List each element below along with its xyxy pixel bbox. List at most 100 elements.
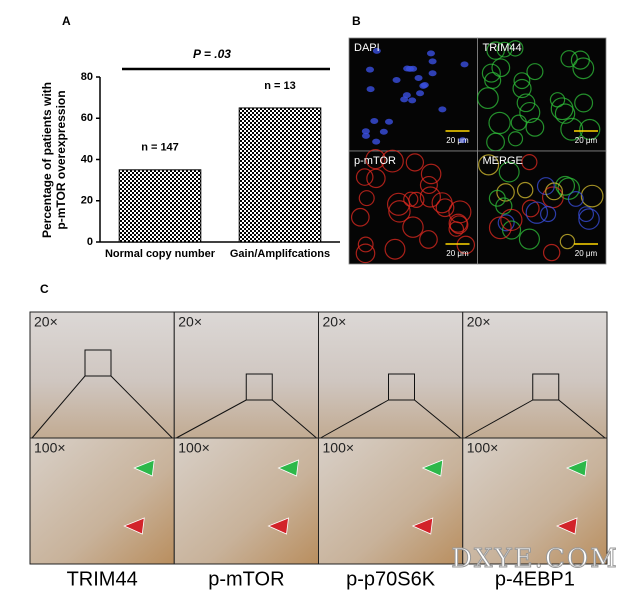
scale-bar-label: 20 μm	[575, 249, 598, 258]
nucleus	[392, 76, 401, 83]
cell-outline	[366, 168, 386, 189]
micrograph-high	[173, 437, 319, 565]
zoom-box	[84, 349, 112, 377]
zoom-line	[31, 375, 86, 439]
y-axis-label: Percentage of patients with	[40, 82, 54, 238]
nucleus	[408, 97, 417, 104]
nucleus	[372, 138, 381, 145]
cell-outline	[380, 149, 404, 173]
panel-label: B	[352, 14, 361, 28]
cell-outline	[578, 208, 600, 230]
nucleus	[428, 58, 437, 65]
nucleus	[384, 118, 393, 125]
panel-label: A	[62, 14, 71, 28]
cell-outline	[405, 153, 425, 172]
cell-outline	[355, 168, 374, 186]
cell-outline	[488, 216, 512, 240]
nucleus	[420, 81, 429, 88]
micrograph-low	[318, 311, 464, 439]
cell-outline	[507, 131, 524, 147]
micrograph-low	[29, 311, 175, 439]
micrograph	[348, 150, 478, 265]
marker-label: p-mTOR	[208, 568, 284, 590]
cell-outline	[498, 161, 520, 183]
cell-outline	[525, 117, 545, 137]
cell-outline	[542, 243, 561, 262]
y-tick-label: 80	[81, 71, 93, 83]
cell-outline	[510, 114, 527, 131]
arrowhead-green	[421, 459, 444, 477]
cell-outline	[570, 50, 590, 70]
magnification-label: 20×	[178, 314, 202, 330]
zoom-box	[388, 373, 415, 401]
cell-outline	[419, 175, 438, 195]
cell-outline	[478, 154, 500, 176]
nucleus	[365, 66, 374, 73]
cell-outline	[521, 199, 540, 218]
cell-outline	[488, 189, 506, 207]
cell-outline	[516, 181, 534, 199]
cell-outline	[484, 71, 502, 90]
nucleus	[372, 47, 381, 54]
cell-outline	[519, 101, 541, 124]
panel-label: C	[40, 282, 49, 296]
bar	[118, 169, 202, 243]
p-value: P = .03	[193, 47, 231, 61]
marker-label: p-p70S6K	[346, 568, 436, 590]
zoom-line	[414, 399, 462, 439]
cell-outline	[497, 214, 515, 232]
cell-outline	[476, 87, 499, 110]
nucleus	[414, 75, 423, 82]
scale-bar-label: 20 μm	[446, 136, 469, 145]
cell-outline	[540, 205, 557, 223]
zoom-line	[271, 399, 317, 439]
cell-outline	[516, 93, 536, 113]
zoom-box	[245, 373, 273, 401]
micrograph-low	[462, 311, 608, 439]
zoom-line	[558, 399, 606, 439]
cell-outline	[420, 163, 442, 185]
nucleus	[400, 96, 409, 103]
zoom-line	[464, 399, 533, 439]
arrowhead-green	[277, 459, 299, 477]
marker-label: TRIM44	[67, 568, 138, 590]
bar	[238, 107, 322, 243]
nucleus	[405, 65, 414, 72]
arrowhead-red	[555, 517, 578, 535]
cell-outline	[555, 175, 576, 196]
cell-outline	[456, 235, 476, 255]
nucleus	[426, 50, 435, 57]
cell-outline	[419, 230, 438, 249]
arrowhead-red	[123, 517, 145, 535]
nucleus	[361, 128, 370, 135]
channel-label: MERGE	[483, 155, 523, 167]
channel-label: DAPI	[354, 42, 380, 54]
cell-outline	[526, 63, 544, 81]
cell-outline	[507, 40, 524, 57]
zoom-line	[320, 399, 389, 439]
cell-outline	[567, 191, 584, 207]
cell-outline	[580, 184, 604, 208]
nucleus	[370, 117, 379, 124]
cell-outline	[403, 191, 419, 207]
scale-bar-label: 20 μm	[446, 249, 469, 258]
watermark: DXYE.COM	[451, 544, 619, 574]
arrowhead-red	[411, 517, 434, 535]
micrograph	[477, 150, 607, 265]
cell-outline	[496, 41, 513, 58]
cell-outline	[491, 58, 511, 78]
cell-outline	[384, 238, 406, 260]
cell-outline	[560, 50, 578, 68]
cell-outline	[579, 118, 601, 141]
cell-outline	[502, 220, 522, 240]
nucleus	[379, 128, 388, 135]
cell-outline	[419, 186, 441, 208]
cell-outline	[572, 57, 595, 80]
magnification-label: 100×	[178, 440, 210, 456]
cell-outline	[521, 153, 538, 171]
nucleus	[416, 90, 425, 97]
cell-outline	[358, 190, 375, 207]
magnification-label: 20×	[323, 314, 347, 330]
nucleus	[458, 137, 467, 144]
